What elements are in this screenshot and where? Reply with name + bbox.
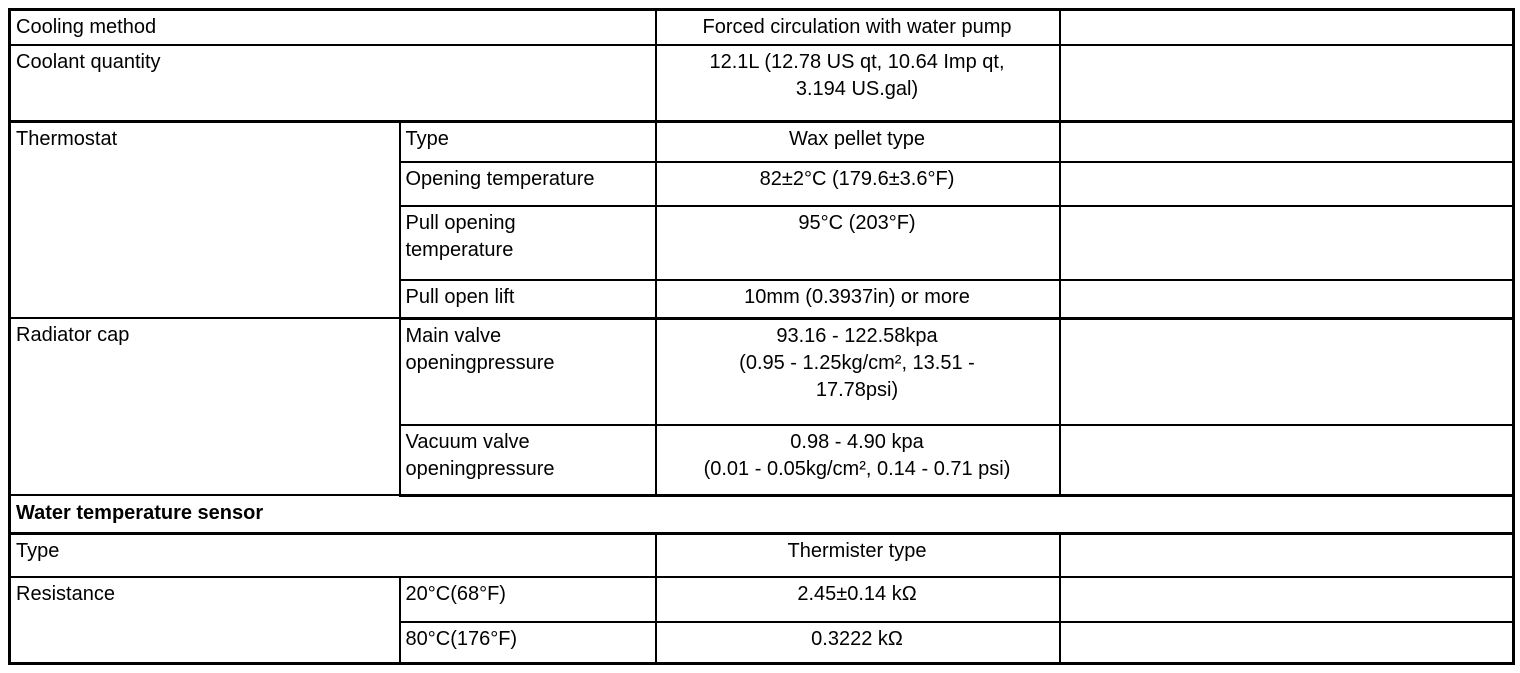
empty-cell: [1058, 424, 1515, 497]
empty-cell: [1058, 120, 1515, 163]
empty-cell: [1058, 279, 1515, 320]
sensor-type-label: Type: [8, 532, 657, 578]
radiator-cap-label: Radiator cap: [8, 317, 401, 496]
pull-opening-temperature-value: 95°C (203°F): [654, 205, 1061, 281]
table-row: Pull opening temperature 95°C (203°F): [10, 205, 1515, 281]
empty-cell: [1058, 8, 1515, 46]
water-temperature-sensor-section-header: Water temperature sensor: [8, 494, 1515, 535]
resistance-label: Resistance: [8, 576, 401, 664]
table-row: 80°C(176°F) 0.3222 kΩ: [10, 621, 1515, 664]
main-valve-opening-pressure-value: 93.16 - 122.58kpa (0.95 - 1.25kg/cm², 13…: [654, 317, 1061, 426]
main-valve-opening-pressure-sublabel: Main valve openingpressure: [398, 317, 657, 426]
vacuum-valve-opening-pressure-sublabel: Vacuum valve openingpressure: [398, 424, 657, 497]
thermostat-type-sublabel: Type: [398, 120, 657, 163]
empty-cell: [1058, 161, 1515, 207]
table-row: Thermostat Type Wax pellet type: [8, 120, 1515, 319]
table-row: Coolant quantity 12.1L (12.78 US qt, 10.…: [8, 44, 1515, 123]
empty-cell: [1058, 205, 1515, 281]
empty-cell: [1058, 317, 1515, 426]
empty-cell: [1058, 621, 1515, 664]
sensor-type-value: Thermister type: [654, 532, 1061, 578]
specifications-table: Cooling method Forced circulation with w…: [8, 8, 1515, 665]
cooling-method-value: Forced circulation with water pump: [654, 8, 1061, 46]
empty-cell: [1058, 44, 1515, 123]
vacuum-valve-opening-pressure-value: 0.98 - 4.90 kpa (0.01 - 0.05kg/cm², 0.14…: [654, 424, 1061, 497]
table-row: Cooling method Forced circulation with w…: [8, 8, 1515, 46]
coolant-quantity-value: 12.1L (12.78 US qt, 10.64 Imp qt, 3.194 …: [654, 44, 1061, 123]
resistance-20c-value: 2.45±0.14 kΩ: [654, 576, 1061, 623]
pull-open-lift-sublabel: Pull open lift: [398, 279, 657, 320]
coolant-quantity-label: Coolant quantity: [8, 44, 657, 123]
table-row: Pull open lift 10mm (0.3937in) or more: [10, 279, 1515, 320]
opening-temperature-value: 82±2°C (179.6±3.6°F): [654, 161, 1061, 207]
thermostat-label: Thermostat: [8, 120, 401, 319]
empty-cell: [1058, 532, 1515, 578]
opening-temperature-sublabel: Opening temperature: [398, 161, 657, 207]
pull-opening-temperature-sublabel: Pull opening temperature: [398, 205, 657, 281]
empty-cell: [1058, 576, 1515, 623]
table-row: Vacuum valve openingpressure 0.98 - 4.90…: [10, 424, 1515, 497]
cooling-method-label: Cooling method: [8, 8, 657, 46]
thermostat-type-value: Wax pellet type: [654, 120, 1061, 163]
table-row: Opening temperature 82±2°C (179.6±3.6°F): [10, 161, 1515, 207]
section-header-row: Water temperature sensor: [8, 494, 1515, 535]
pull-open-lift-value: 10mm (0.3937in) or more: [654, 279, 1061, 320]
resistance-80c-value: 0.3222 kΩ: [654, 621, 1061, 664]
table-row: Radiator cap Main valve openingpressure …: [8, 317, 1515, 496]
resistance-80c-sublabel: 80°C(176°F): [398, 621, 657, 664]
table-row: Type Thermister type: [8, 532, 1515, 578]
table-row: Resistance 20°C(68°F) 2.45±0.14 kΩ: [8, 576, 1515, 664]
resistance-20c-sublabel: 20°C(68°F): [398, 576, 657, 623]
